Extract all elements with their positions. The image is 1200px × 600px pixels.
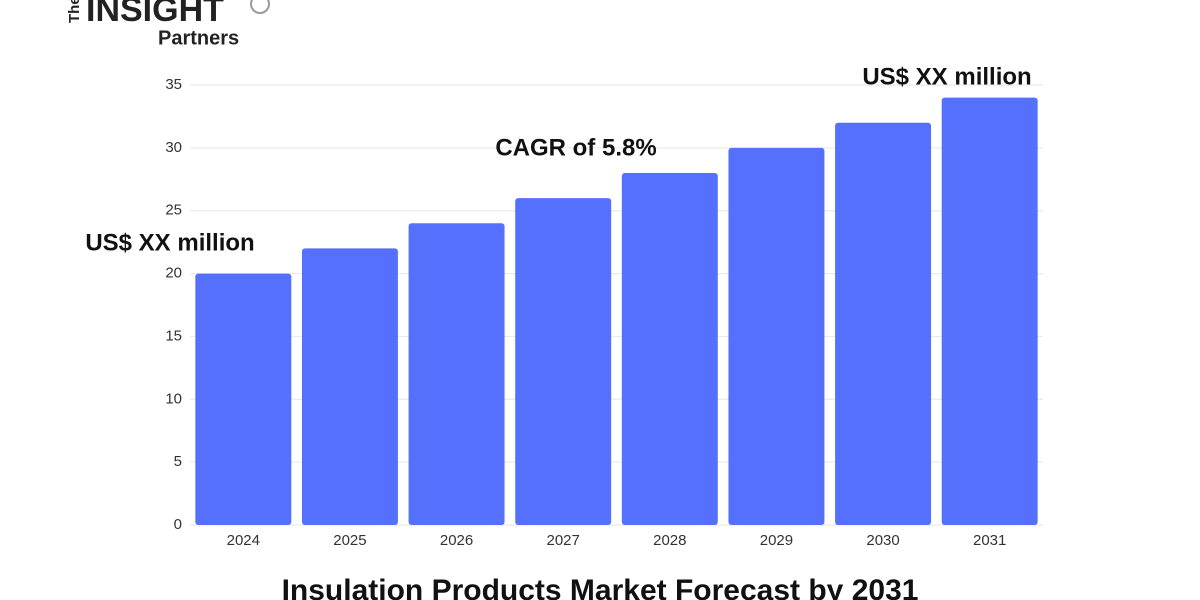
- chart-title: Insulation Products Market Forecast by 2…: [282, 574, 919, 600]
- x-tick-label: 2027: [547, 532, 580, 549]
- x-tick-label: 2028: [653, 532, 686, 549]
- x-tick-label: 2029: [760, 532, 793, 549]
- y-tick-label: 10: [165, 390, 182, 407]
- x-tick-label: 2024: [227, 532, 260, 549]
- bar: [195, 273, 292, 525]
- annotation: CAGR of 5.8%: [495, 134, 656, 161]
- bar: [941, 97, 1038, 526]
- bar: [301, 248, 398, 525]
- bar: [835, 122, 932, 525]
- logo-top: The: [66, 0, 83, 23]
- annotation: US$ XX million: [862, 63, 1031, 90]
- logo-main: INSIGHT: [86, 0, 224, 29]
- annotation: US$ XX million: [85, 229, 254, 256]
- y-tick-label: 15: [165, 327, 182, 344]
- y-tick-label: 35: [165, 76, 182, 93]
- y-tick-label: 25: [165, 202, 182, 219]
- x-tick-label: 2026: [440, 532, 473, 549]
- y-tick-label: 20: [165, 265, 182, 282]
- y-tick-label: 30: [165, 139, 182, 156]
- x-tick-label: 2025: [333, 532, 366, 549]
- bar: [408, 223, 505, 526]
- x-tick-label: 2031: [973, 532, 1006, 549]
- bar: [515, 198, 612, 525]
- bar: [621, 173, 718, 525]
- bar: [728, 147, 825, 525]
- logo-bottom: Partners: [158, 27, 239, 49]
- logo-icon: [250, 0, 270, 14]
- x-tick-label: 2030: [866, 532, 899, 549]
- logo: The INSIGHT Partners: [66, 0, 270, 49]
- y-tick-label: 0: [174, 516, 182, 533]
- y-tick-label: 5: [174, 453, 182, 470]
